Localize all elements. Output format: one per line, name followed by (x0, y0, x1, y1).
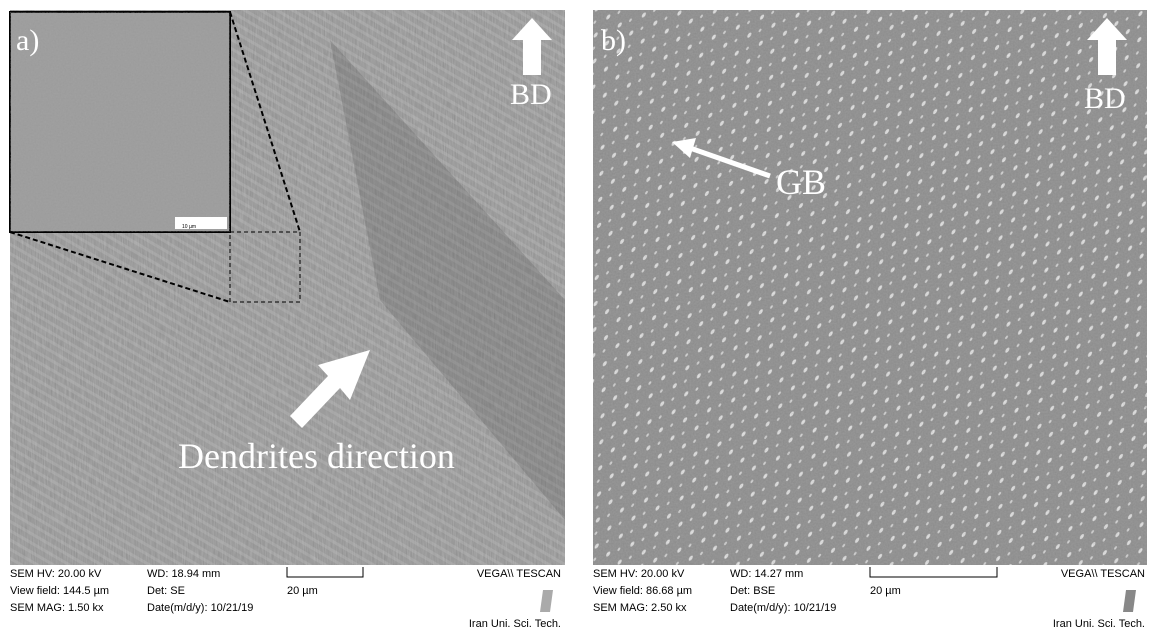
scale-bar (287, 567, 363, 577)
figure: 10 µm a) BD Dendrites direction b) BD GB… (0, 0, 1150, 631)
scale-bar (870, 567, 997, 577)
texture (593, 10, 1147, 565)
view-field: View field: 86.68 µm (593, 585, 692, 597)
institution: Iran Uni. Sci. Tech. (1053, 618, 1145, 630)
info-bar-a: SEM HV: 20.00 kV View field: 144.5 µm SE… (10, 567, 561, 630)
scale: 20 µm (870, 585, 901, 597)
logo (1123, 590, 1136, 612)
inset-texture (10, 12, 230, 232)
info-bar-b: SEM HV: 20.00 kV View field: 86.68 µm SE… (593, 567, 1145, 630)
mag: SEM MAG: 1.50 kx (10, 602, 104, 614)
hv: SEM HV: 20.00 kV (593, 568, 685, 580)
annotation: Dendrites direction (178, 436, 455, 476)
direction-label: BD (510, 78, 552, 111)
det: Det: SE (147, 585, 185, 597)
view-field: View field: 144.5 µm (10, 585, 109, 597)
wd: WD: 14.27 mm (730, 568, 803, 580)
inset-scale: 10 µm (182, 224, 196, 230)
panel-a: 10 µm a) BD Dendrites direction (10, 10, 565, 565)
date: Date(m/d/y): 10/21/19 (147, 602, 253, 614)
wd: WD: 18.94 mm (147, 568, 220, 580)
annotation: GB (776, 162, 826, 202)
panel-label: b) (601, 24, 626, 57)
institution: Iran Uni. Sci. Tech. (469, 618, 561, 630)
panel-b: b) BD GB (593, 10, 1147, 565)
brand: VEGA\\ TESCAN (1061, 568, 1145, 580)
direction-label: BD (1084, 82, 1126, 115)
scale: 20 µm (287, 585, 318, 597)
logo (540, 590, 553, 612)
panel-label: a) (16, 24, 39, 57)
date: Date(m/d/y): 10/21/19 (730, 602, 836, 614)
hv: SEM HV: 20.00 kV (10, 568, 102, 580)
mag: SEM MAG: 2.50 kx (593, 602, 687, 614)
brand: VEGA\\ TESCAN (477, 568, 561, 580)
det: Det: BSE (730, 585, 775, 597)
